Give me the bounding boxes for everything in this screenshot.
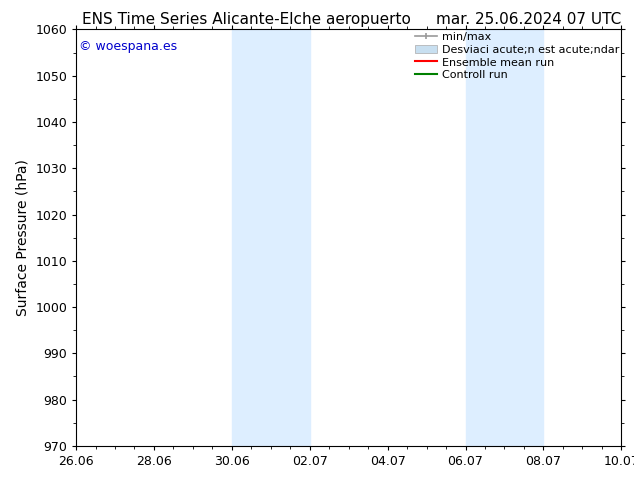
- Legend: min/max, Desviaci acute;n est acute;ndar, Ensemble mean run, Controll run: min/max, Desviaci acute;n est acute;ndar…: [415, 32, 619, 80]
- Y-axis label: Surface Pressure (hPa): Surface Pressure (hPa): [16, 159, 30, 316]
- Text: © woespana.es: © woespana.es: [79, 40, 177, 53]
- Text: mar. 25.06.2024 07 UTC: mar. 25.06.2024 07 UTC: [436, 12, 621, 27]
- Text: ENS Time Series Alicante-Elche aeropuerto: ENS Time Series Alicante-Elche aeropuert…: [82, 12, 411, 27]
- Bar: [232, 29, 310, 446]
- Bar: [465, 29, 543, 446]
